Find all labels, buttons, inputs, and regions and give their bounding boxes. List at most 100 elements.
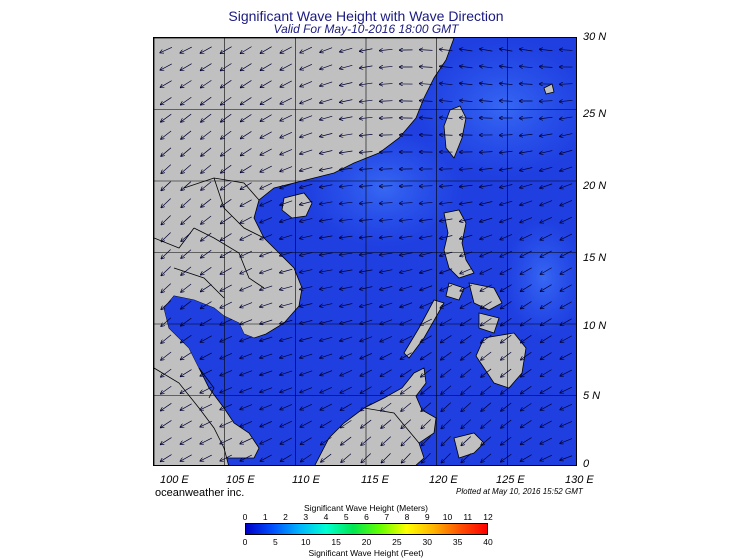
wave-direction-arrow [520,284,532,292]
wave-direction-arrow [320,64,333,69]
wave-direction-arrow [360,336,373,342]
wave-direction-arrow [360,302,373,306]
wave-direction-arrow [560,318,572,325]
wave-direction-arrow [441,335,452,342]
wave-direction-arrow [360,202,373,203]
wave-direction-arrow [520,66,533,67]
wave-direction-arrow [240,285,253,290]
wave-direction-arrow [221,63,232,70]
wave-direction-arrow [280,234,293,239]
colorbar-feet-tick: 35 [452,537,463,547]
wave-direction-arrow [360,117,373,118]
wave-direction-arrow [521,403,532,410]
wave-direction-arrow [260,217,273,222]
wave-direction-arrow [440,285,453,290]
wave-direction-arrow [280,114,292,121]
colorbar-meters-tick: 3 [303,512,309,522]
wave-direction-arrow [221,147,232,156]
wave-direction-arrow [340,202,353,204]
wave-direction-arrow [161,97,172,104]
colorbar-meters-tick: 10 [442,512,453,522]
wave-direction-arrow [460,284,472,291]
wave-direction-arrow [161,147,172,156]
wave-direction-arrow [521,335,532,342]
wave-direction-arrow [540,216,553,222]
wave-direction-arrow [161,249,171,258]
wave-direction-arrow [280,131,293,137]
wave-direction-arrow [441,453,451,462]
wave-direction-arrow [280,454,292,462]
wave-direction-arrow [320,353,333,358]
wave-direction-arrow [520,200,533,205]
wave-direction-arrow [320,219,333,221]
wave-direction-arrow [421,436,431,445]
wave-direction-arrow [381,453,391,462]
wave-direction-arrow [360,270,373,272]
wave-direction-arrow [480,201,493,205]
wave-direction-arrow [500,66,513,68]
wave-direction-arrow [260,131,272,138]
wave-direction-arrow [221,181,232,190]
wave-direction-arrow [500,49,513,51]
wave-direction-arrow [400,219,413,220]
wave-direction-arrow [300,252,313,256]
wave-direction-arrow [161,420,172,427]
wave-direction-arrow [200,301,212,309]
wave-direction-arrow [161,266,171,276]
wave-direction-arrow [460,234,473,239]
wave-direction-arrow [380,319,393,325]
wave-direction-arrow [560,133,573,137]
lon-label-130e: 130 E [565,474,594,486]
wave-direction-arrow [480,185,493,187]
wave-direction-arrow [440,118,453,119]
wave-direction-arrow [160,63,172,70]
lat-label-0: 0 [583,458,590,470]
wave-direction-arrow [220,250,232,258]
wave-direction-arrow [280,319,293,323]
wave-direction-arrow [380,236,393,238]
wave-direction-arrow [221,130,232,139]
wave-direction-arrow [440,135,453,136]
colorbar-meters-tick: 0 [242,512,248,522]
colorbar-feet-tick: 5 [273,537,278,547]
wave-direction-arrow [540,369,552,377]
lat-label-25n: 25 N [583,108,607,120]
wave-direction-arrow [501,368,512,377]
wave-direction-arrow [260,165,272,172]
wave-direction-arrow [400,236,413,238]
wave-direction-arrow [560,403,573,409]
wave-direction-arrow [520,167,533,171]
wave-direction-arrow [520,49,533,51]
wave-direction-arrow [280,200,293,205]
wave-direction-arrow [481,318,492,325]
wave-direction-arrow [480,284,492,291]
wave-direction-arrow [260,63,272,71]
wave-direction-arrow [180,454,192,461]
wave-direction-arrow [460,218,473,222]
wave-direction-arrow [220,370,233,375]
wave-direction-arrow [501,419,512,428]
wave-direction-arrow [360,219,373,220]
wave-direction-arrow [440,268,453,273]
wave-direction-arrow [260,80,272,88]
wave-direction-arrow [380,286,393,289]
wave-direction-arrow [161,181,171,191]
wave-direction-arrow [221,80,232,87]
wave-direction-arrow [220,437,233,444]
wave-direction-arrow [400,319,413,324]
wave-direction-arrow [540,233,552,240]
wave-direction-arrow [161,232,171,241]
wave-direction-arrow [500,200,513,205]
wave-direction-arrow [560,352,572,359]
wave-direction-arrow [560,455,573,461]
wave-direction-arrow [300,269,313,273]
wave-direction-arrow [161,164,172,174]
wave-direction-arrow [520,437,532,445]
wave-direction-arrow [201,181,212,190]
wave-direction-arrow [481,402,492,411]
wave-direction-arrow [500,83,513,84]
wave-direction-arrow [481,385,492,394]
wave-direction-arrow [180,369,192,377]
wave-direction-arrow [560,250,572,257]
wave-direction-arrow [421,419,431,429]
